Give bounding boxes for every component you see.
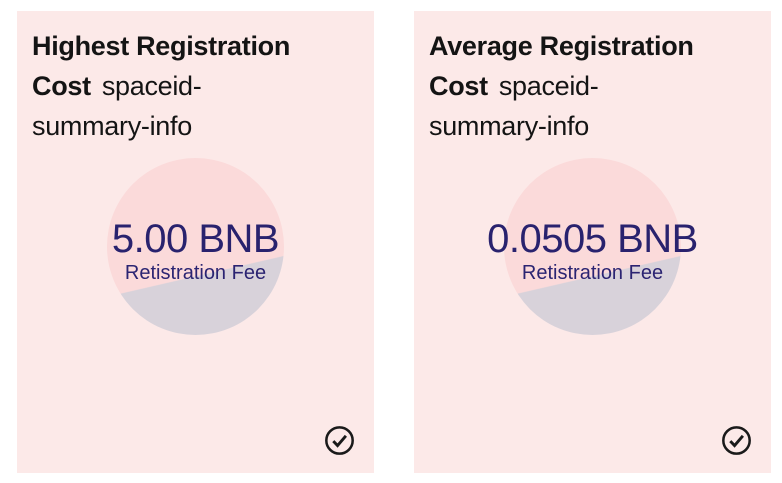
- check-circle-icon[interactable]: [721, 425, 752, 456]
- fee-value: 0.0505 BNB: [487, 217, 698, 261]
- highest-registration-cost-card: Highest Registration Cost spaceid-summary…: [17, 11, 374, 473]
- card-title-bold: Highest Registration Cost: [32, 31, 291, 101]
- card-title-suffix: spaceid-summary-info: [429, 71, 599, 141]
- fee-value-label: Retistration Fee: [124, 262, 267, 284]
- fee-value: 5.00 BNB: [111, 217, 280, 261]
- card-title-suffix: spaceid-summary-info: [32, 71, 202, 141]
- check-circle-icon[interactable]: [324, 425, 355, 456]
- average-registration-cost-card: Average Registration Cost spaceid-summary…: [414, 11, 771, 473]
- card-title: Average Registration Cost spaceid-summary…: [414, 11, 756, 146]
- fee-pie-circle: 0.0505 BNB Retistration Fee: [487, 158, 698, 335]
- card-title: Highest Registration Cost spaceid-summary…: [17, 11, 359, 146]
- card-title-bold: Average Registration Cost: [429, 31, 694, 101]
- fee-value-label: Retistration Fee: [521, 262, 664, 284]
- fee-pie-circle: 5.00 BNB Retistration Fee: [107, 158, 284, 335]
